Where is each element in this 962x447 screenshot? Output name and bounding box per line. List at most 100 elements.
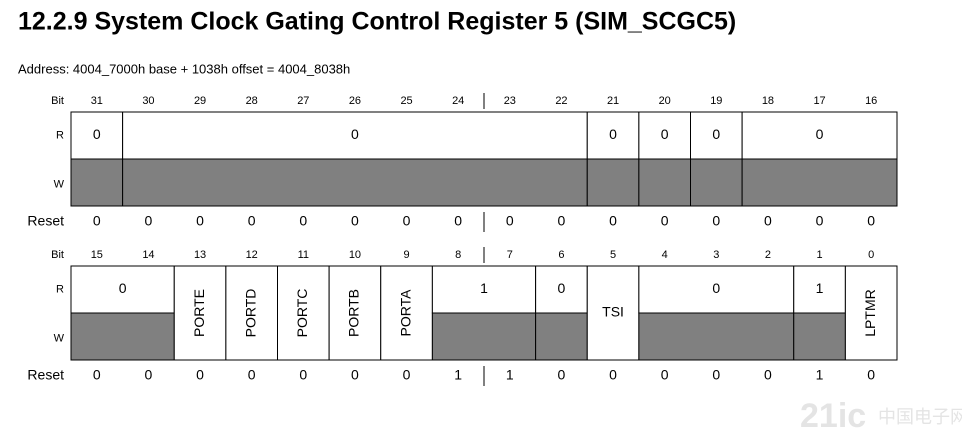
- field-name: PORTE: [191, 289, 207, 337]
- write-cell: [638, 158, 691, 207]
- write-cell: [793, 312, 846, 361]
- reset-value: 0: [196, 367, 204, 383]
- read-value: 1: [816, 280, 824, 296]
- field-cell: [173, 265, 227, 361]
- reset-value: 0: [764, 367, 772, 383]
- bit-row-label: Bit: [51, 95, 64, 107]
- bit-number: 4: [662, 249, 668, 261]
- reset-value: 1: [816, 367, 824, 383]
- bit-number: 11: [298, 249, 309, 261]
- reset-value: 0: [454, 213, 462, 229]
- reset-value: 0: [196, 213, 204, 229]
- field-name: PORTA: [397, 289, 413, 337]
- bit-number: 25: [400, 95, 412, 107]
- bit-number: 24: [452, 95, 464, 107]
- bit-number: 16: [865, 95, 877, 107]
- bit-number: 13: [194, 249, 206, 261]
- read-value: 1: [480, 280, 488, 296]
- field-name: PORTC: [294, 289, 310, 338]
- read-value: 0: [351, 126, 359, 142]
- bit-row-label: Bit: [51, 249, 64, 261]
- bit-number: 30: [142, 95, 154, 107]
- reset-value: 0: [403, 213, 411, 229]
- reset-value: 0: [712, 367, 720, 383]
- reset-value: 0: [351, 213, 359, 229]
- reset-row-label: Reset: [27, 367, 64, 383]
- reset-value: 0: [351, 367, 359, 383]
- reset-value: 0: [867, 367, 875, 383]
- watermark-brand: 21ic: [800, 397, 866, 435]
- bit-number: 0: [868, 249, 874, 261]
- reset-value: 0: [299, 213, 307, 229]
- bit-number: 21: [607, 95, 619, 107]
- read-value: 0: [712, 126, 720, 142]
- bit-number: 1: [817, 249, 823, 261]
- reset-value: 0: [816, 213, 824, 229]
- bit-number: 23: [504, 95, 516, 107]
- read-value: 0: [119, 280, 127, 296]
- bit-number: 12: [246, 249, 258, 261]
- bit-number: 15: [91, 249, 103, 261]
- field-name: TSI: [602, 304, 624, 320]
- reset-row-label: Reset: [27, 213, 64, 229]
- write-cell: [70, 312, 175, 361]
- field-name: LPTMR: [862, 289, 878, 336]
- write-cell: [70, 158, 124, 207]
- write-cell: [638, 312, 795, 361]
- bit-number: 5: [610, 249, 616, 261]
- reset-value: 1: [454, 367, 462, 383]
- w-row-label: W: [54, 332, 65, 344]
- section-title: 12.2.9 System Clock Gating Control Regis…: [18, 8, 736, 36]
- reset-value: 0: [712, 213, 720, 229]
- write-cell: [431, 312, 537, 361]
- read-value: 0: [558, 280, 566, 296]
- reset-value: 0: [506, 213, 514, 229]
- register-border: [70, 111, 898, 207]
- bit-number: 14: [142, 249, 154, 261]
- reset-value: 0: [661, 213, 669, 229]
- reset-value: 0: [764, 213, 772, 229]
- reset-value: 0: [248, 213, 256, 229]
- read-cell: [535, 265, 588, 314]
- field-cell: [844, 265, 898, 361]
- field-name: PORTB: [346, 289, 362, 337]
- watermark-site: 中国电子网: [878, 407, 962, 427]
- reset-value: 0: [248, 367, 256, 383]
- write-cell: [741, 158, 898, 207]
- field-cell: [277, 265, 330, 361]
- register-border: [70, 265, 898, 361]
- reset-value: 1: [506, 367, 514, 383]
- bit-number: 3: [713, 249, 719, 261]
- read-value: 0: [712, 280, 720, 296]
- read-cell: [638, 111, 691, 160]
- reset-value: 0: [299, 367, 307, 383]
- write-cell: [586, 158, 640, 207]
- read-cell: [793, 265, 846, 314]
- bit-number: 19: [710, 95, 722, 107]
- field-cell: [380, 265, 433, 361]
- read-value: 0: [816, 126, 824, 142]
- read-value: 0: [661, 126, 669, 142]
- w-row-label: W: [54, 178, 65, 190]
- bit-number: 6: [558, 249, 564, 261]
- bit-number: 10: [349, 249, 361, 261]
- read-cell: [741, 111, 898, 160]
- bit-number: 7: [507, 249, 513, 261]
- bit-number: 27: [297, 95, 309, 107]
- read-cell: [431, 265, 537, 314]
- reset-value: 0: [403, 367, 411, 383]
- bit-number: 28: [246, 95, 258, 107]
- bit-number: 17: [813, 95, 825, 107]
- reset-value: 0: [609, 213, 617, 229]
- bit-number: 9: [404, 249, 410, 261]
- write-cell: [122, 158, 588, 207]
- read-value: 0: [609, 126, 617, 142]
- r-row-label: R: [56, 283, 64, 295]
- read-value: 0: [93, 126, 101, 142]
- bit-number: 29: [194, 95, 206, 107]
- bit-number: 20: [659, 95, 671, 107]
- bit-number: 18: [762, 95, 774, 107]
- field-cell: [225, 265, 278, 361]
- field-name: PORTD: [242, 289, 258, 338]
